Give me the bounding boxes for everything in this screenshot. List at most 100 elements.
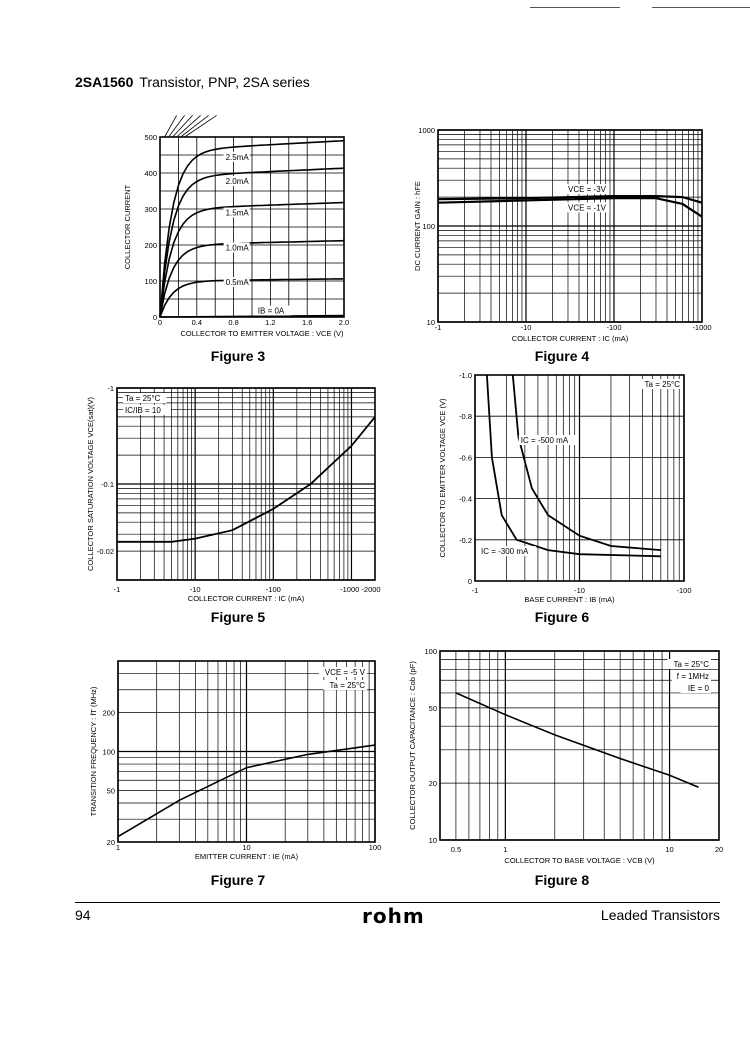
y-tick-label: -0.2 (459, 536, 472, 545)
y-tick-label: 500 (144, 133, 157, 142)
y-tick-label: 50 (107, 786, 115, 795)
annotation-bg (565, 184, 610, 195)
cob-curve (455, 692, 699, 789)
x-tick-label: 0 (158, 318, 162, 327)
x-tick-label: 1 (116, 843, 120, 852)
annotation-label: IC/IB = 10 (125, 406, 161, 415)
annotation-bg (123, 405, 171, 415)
annotation-label: 2.5mA (226, 153, 250, 162)
y-axis-label: COLLECTOR CURRENT (123, 184, 132, 269)
footer-section-title: Leaded Transistors (600, 907, 720, 923)
annotation-bg (223, 242, 250, 253)
annotation-bg (319, 667, 367, 677)
x-tick-label: -10 (190, 585, 201, 594)
x-axis-label: COLLECTOR TO EMITTER VOLTAGE : VCE (V) (180, 329, 344, 338)
annotation-label: Ta = 25°C (125, 394, 161, 403)
annotation-label: 1.0mA (226, 244, 250, 253)
annotation-bg (479, 546, 536, 557)
rohm-logo: rohm (362, 904, 425, 928)
x-tick-label: 10 (242, 843, 250, 852)
y-tick-label: 0 (153, 313, 157, 322)
annotation-label: 0.5mA (226, 278, 250, 287)
annotation-label: IE = 0 (688, 684, 710, 693)
x-tick-label: 1.2 (265, 318, 275, 327)
x-tick-label: -10 (521, 323, 532, 332)
figure-8-caption: Figure 8 (534, 872, 590, 888)
annotation-bg (223, 277, 250, 288)
x-tick-label: 1 (503, 845, 507, 854)
x-tick-label: 2.0 (339, 318, 349, 327)
y-tick-label: 200 (102, 709, 115, 718)
annotation-label: f = 1MHz (677, 672, 709, 681)
y-tick-label: 20 (429, 779, 437, 788)
x-axis-label: BASE CURRENT : IB (mA) (524, 595, 615, 604)
annotation-bg (680, 683, 711, 693)
steep-curve (164, 115, 177, 138)
y-axis-label: COLLECTOR SATURATION VOLTAGE VCE(sat)(V) (86, 397, 95, 571)
x-tick-label: -1 (472, 586, 479, 595)
annotation-label: 2.0mA (226, 177, 250, 186)
part-number: 2SA1560 (75, 74, 134, 90)
y-tick-label: 300 (144, 205, 157, 214)
annotation-label: Ta = 25°C (645, 380, 681, 389)
annotation-bg (565, 202, 610, 213)
annotation-bg (223, 207, 250, 218)
annotation-label: VCE = -1V (568, 203, 607, 212)
y-tick-label: 0 (468, 577, 472, 586)
scan-artifact (652, 7, 750, 8)
scan-artifact (530, 7, 620, 8)
y-tick-label: 10 (429, 836, 437, 845)
figure-6-caption: Figure 6 (534, 609, 590, 625)
figure-5-caption: Figure 5 (210, 609, 266, 625)
y-tick-label: 20 (107, 838, 115, 847)
annotation-bg (223, 151, 250, 162)
x-axis-label: EMITTER CURRENT : IE (mA) (195, 852, 299, 861)
x-tick-label: -100 (676, 586, 691, 595)
figure-4-caption: Figure 4 (534, 348, 590, 364)
ib-curve (159, 278, 345, 318)
y-axis-label: COLLECTOR OUTPUT CAPACITANCE : Cob (pF) (408, 661, 417, 830)
annotation-bg (667, 659, 711, 669)
plot-frame (474, 374, 685, 582)
annotation-bg (671, 671, 711, 681)
x-tick-label: -1 (435, 323, 442, 332)
y-tick-label: -0.02 (97, 547, 114, 556)
x-tick-label: 1.6 (302, 318, 312, 327)
page-number: 94 (75, 907, 91, 923)
vce-curve (486, 374, 661, 558)
y-axis-label: TRANSITION FREQUENCY : fT (MHz) (89, 686, 98, 816)
y-tick-label: 100 (144, 277, 157, 286)
x-tick-label: 0.4 (192, 318, 202, 327)
y-tick-label: 100 (102, 748, 115, 757)
ib-curve (159, 167, 345, 318)
x-tick-label: -10 (574, 586, 585, 595)
annotation-bg (123, 393, 167, 403)
x-tick-label: -1000 -2000 (340, 585, 380, 594)
vce-curve (511, 374, 661, 551)
ft-curve (117, 744, 376, 838)
y-tick-label: -0.1 (101, 480, 114, 489)
plot-frame (437, 129, 703, 323)
steep-curve (180, 115, 209, 138)
annotation-label: Ta = 25°C (330, 681, 366, 690)
steep-curve (172, 115, 193, 138)
steep-curve (184, 115, 217, 138)
x-tick-label: 0.5 (451, 845, 461, 854)
y-tick-label: -1.0 (459, 371, 472, 380)
annotation-bg (323, 680, 367, 690)
y-tick-label: 100 (422, 222, 435, 231)
annotation-bg (518, 434, 576, 445)
y-tick-label: 10 (427, 318, 435, 327)
y-tick-label: 1000 (418, 126, 435, 135)
y-tick-label: -0.6 (459, 453, 472, 462)
curve-ib-0 (159, 314, 345, 318)
annotation-label: IC = -300 mA (481, 547, 529, 556)
y-tick-label: 200 (144, 241, 157, 250)
x-tick-label: -1 (114, 585, 121, 594)
x-tick-label: 0.8 (228, 318, 238, 327)
x-tick-label: -100 (266, 585, 281, 594)
